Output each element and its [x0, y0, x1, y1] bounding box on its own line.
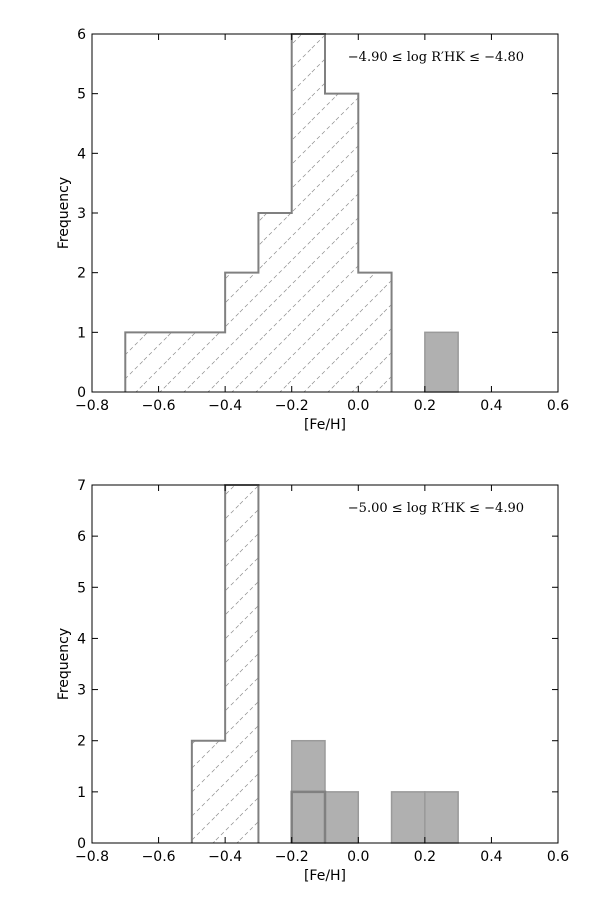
histogram-bar-filled: [424, 791, 459, 844]
x-tick-label: −0.6: [142, 849, 176, 865]
x-axis-label: [Fe/H]: [304, 417, 346, 433]
x-tick-label: −0.8: [75, 398, 109, 414]
x-tick-label: −0.8: [75, 849, 109, 865]
histogram-bar-hatched: [225, 485, 259, 843]
histogram-bar-hatched: [191, 740, 226, 843]
y-tick-label: 6: [77, 529, 86, 545]
y-tick-label: 2: [77, 734, 86, 750]
y-tick-label: 1: [77, 325, 86, 341]
x-tick-label: −0.2: [275, 398, 309, 414]
y-tick-label: 4: [77, 146, 86, 162]
histogram-bar-hatched: [291, 34, 325, 392]
histogram-bar-hatched: [358, 272, 392, 392]
histogram-bar-filled: [324, 791, 360, 844]
x-tick-label: −0.4: [208, 849, 242, 865]
annotation-label: −5.00 ≤ log R′HK ≤ −4.90: [348, 501, 524, 516]
y-tick-label: 6: [77, 27, 86, 43]
x-tick-label: 0.4: [480, 849, 502, 865]
histogram-panel-top: −0.8 −0.6 −0.4 −0.2 0.0 0.2 0.4 0.6 0 1 2 3 4 5 6 [Fe/H…: [56, 27, 569, 433]
histogram-bar-hatched: [225, 272, 259, 392]
y-tick-label: 3: [77, 683, 86, 699]
histogram-bar-hatched: [125, 332, 226, 392]
x-tick-label: 0.4: [480, 398, 502, 414]
x-tick-label: 0.6: [547, 398, 569, 414]
x-tick-label: −0.6: [142, 398, 176, 414]
x-tick-label: −0.4: [208, 398, 242, 414]
x-tick-label: 0.0: [347, 849, 369, 865]
annotation-label: −4.90 ≤ log R′HK ≤ −4.80: [348, 50, 524, 65]
y-tick-label: 3: [77, 206, 86, 222]
x-tick-label: 0.6: [547, 849, 569, 865]
y-tick-label: 2: [77, 266, 86, 282]
y-tick-label: 5: [77, 87, 86, 103]
histogram-bar-outline: [290, 790, 327, 843]
x-tick-label: 0.2: [414, 849, 436, 865]
y-tick-label: 5: [77, 580, 86, 596]
x-axis-label: [Fe/H]: [304, 868, 346, 884]
y-tick-label: 0: [77, 836, 86, 852]
y-tick-label: 4: [77, 631, 86, 647]
histogram-bar-filled: [424, 331, 459, 393]
y-tick-label: 1: [77, 785, 86, 801]
y-axis-label: Frequency: [56, 177, 72, 249]
x-tick-label: −0.2: [275, 849, 309, 865]
y-axis-label: Frequency: [56, 628, 72, 700]
x-tick-label: 0.2: [414, 398, 436, 414]
histogram-step-outline: [124, 33, 393, 392]
histogram-bar-hatched: [325, 93, 359, 393]
histogram-panel-bottom: −0.8 −0.6 −0.4 −0.2 0.0 0.2 0.4 0.6 0 1 2 3 4 5 6 7 [Fe/…: [56, 478, 569, 884]
histogram-bar-hatched: [258, 213, 292, 392]
histogram-step-outline: [190, 484, 260, 843]
histogram-bar-filled: [390, 791, 426, 844]
y-tick-label: 0: [77, 385, 86, 401]
axes-frame: [91, 484, 559, 844]
y-tick-label: 7: [77, 478, 86, 494]
x-tick-label: 0.0: [347, 398, 369, 414]
